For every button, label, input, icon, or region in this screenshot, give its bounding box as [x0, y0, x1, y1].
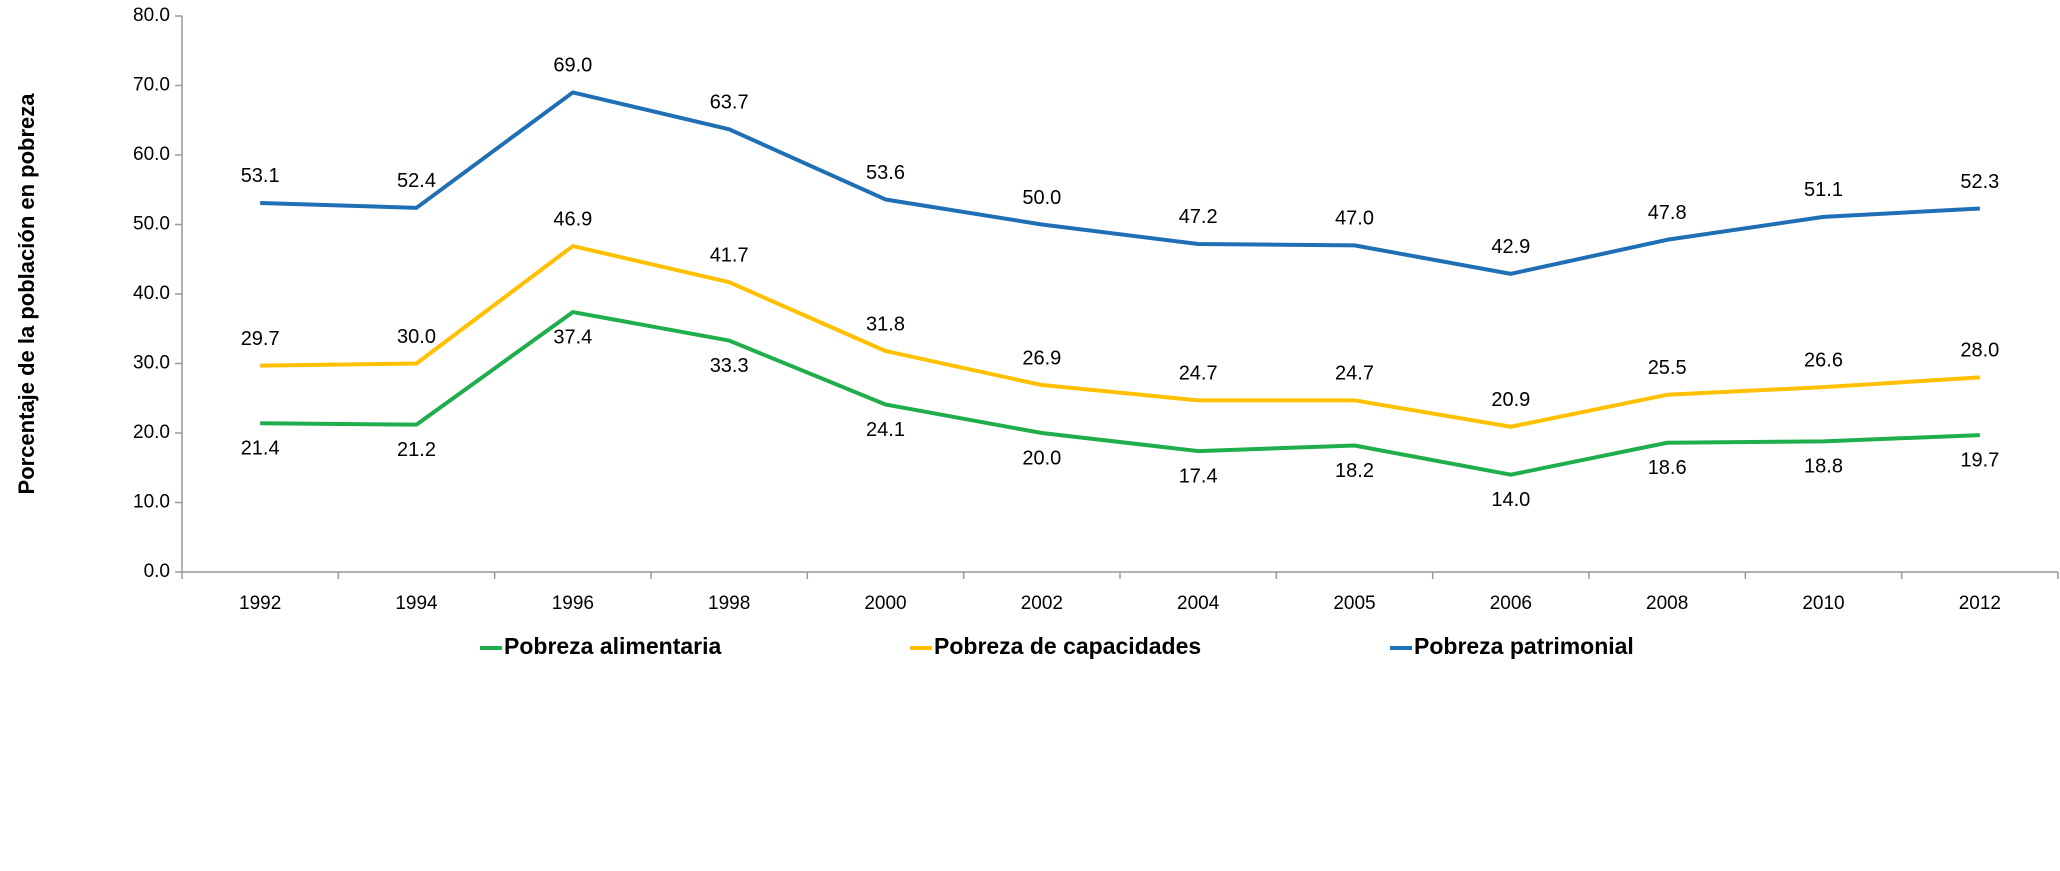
series-line — [260, 90, 1980, 276]
data-label: 53.6 — [866, 162, 905, 184]
data-label: 20.0 — [1022, 447, 1061, 469]
data-label: 53.1 — [241, 165, 280, 187]
y-axis-title: Porcentaje de la población en pobreza — [14, 93, 39, 495]
data-label: 28.0 — [1960, 340, 1999, 362]
data-label: 37.4 — [553, 326, 592, 348]
data-label: 18.8 — [1804, 456, 1843, 478]
series-line — [260, 244, 1980, 429]
y-tick-label: 40.0 — [133, 283, 170, 304]
data-label: 24.1 — [866, 419, 905, 441]
y-tick-label: 50.0 — [133, 214, 170, 235]
x-tick-label: 1998 — [708, 593, 750, 614]
data-label: 24.7 — [1179, 363, 1218, 385]
data-label: 50.0 — [1022, 187, 1061, 209]
x-tick-label: 2004 — [1177, 593, 1220, 614]
data-label: 14.0 — [1491, 489, 1530, 511]
data-label: 47.0 — [1335, 208, 1374, 230]
y-tick-label: 10.0 — [133, 492, 170, 513]
y-tick-label: 70.0 — [133, 75, 170, 96]
data-label: 26.9 — [1022, 347, 1061, 369]
x-tick-label: 2000 — [864, 593, 906, 614]
data-label: 69.0 — [553, 55, 592, 77]
x-tick-label: 1992 — [239, 593, 281, 614]
data-label: 52.4 — [397, 170, 436, 192]
legend-label: Pobreza de capacidades — [934, 633, 1201, 659]
x-tick-label: 2002 — [1021, 593, 1063, 614]
data-label: 29.7 — [241, 328, 280, 350]
data-label: 25.5 — [1648, 357, 1687, 379]
data-label: 31.8 — [866, 313, 905, 335]
y-tick-label: 30.0 — [133, 353, 170, 374]
data-label: 20.9 — [1491, 389, 1530, 411]
data-label: 46.9 — [553, 208, 592, 230]
x-tick-label: 2006 — [1490, 593, 1532, 614]
data-label: 63.7 — [710, 92, 749, 114]
data-label: 19.7 — [1960, 449, 1999, 471]
x-tick-label: 1994 — [395, 593, 438, 614]
data-label: 42.9 — [1491, 236, 1530, 258]
x-tick-label: 2005 — [1333, 593, 1375, 614]
legend-label: Pobreza patrimonial — [1414, 633, 1634, 659]
legend-label: Pobreza alimentaria — [504, 633, 722, 659]
data-label: 21.2 — [397, 439, 436, 461]
y-tick-label: 0.0 — [144, 561, 170, 582]
data-label: 18.6 — [1648, 457, 1687, 479]
data-label: 33.3 — [710, 355, 749, 377]
x-tick-label: 2010 — [1802, 593, 1844, 614]
data-label: 30.0 — [397, 326, 436, 348]
data-label: 18.2 — [1335, 460, 1374, 482]
data-label: 47.8 — [1648, 202, 1687, 224]
data-label: 51.1 — [1804, 179, 1843, 201]
x-tick-label: 1996 — [552, 593, 594, 614]
x-tick-label: 2008 — [1646, 593, 1688, 614]
data-label: 26.6 — [1804, 349, 1843, 371]
data-label: 24.7 — [1335, 363, 1374, 385]
y-tick-label: 20.0 — [133, 422, 170, 443]
data-label: 52.3 — [1960, 171, 1999, 193]
data-label: 41.7 — [710, 244, 749, 266]
y-tick-label: 60.0 — [133, 144, 170, 165]
data-label: 17.4 — [1179, 465, 1218, 487]
series-line — [260, 310, 1980, 477]
y-tick-label: 80.0 — [133, 5, 170, 26]
x-tick-label: 2012 — [1959, 593, 2001, 614]
data-label: 47.2 — [1179, 206, 1218, 228]
data-label: 21.4 — [241, 438, 280, 460]
